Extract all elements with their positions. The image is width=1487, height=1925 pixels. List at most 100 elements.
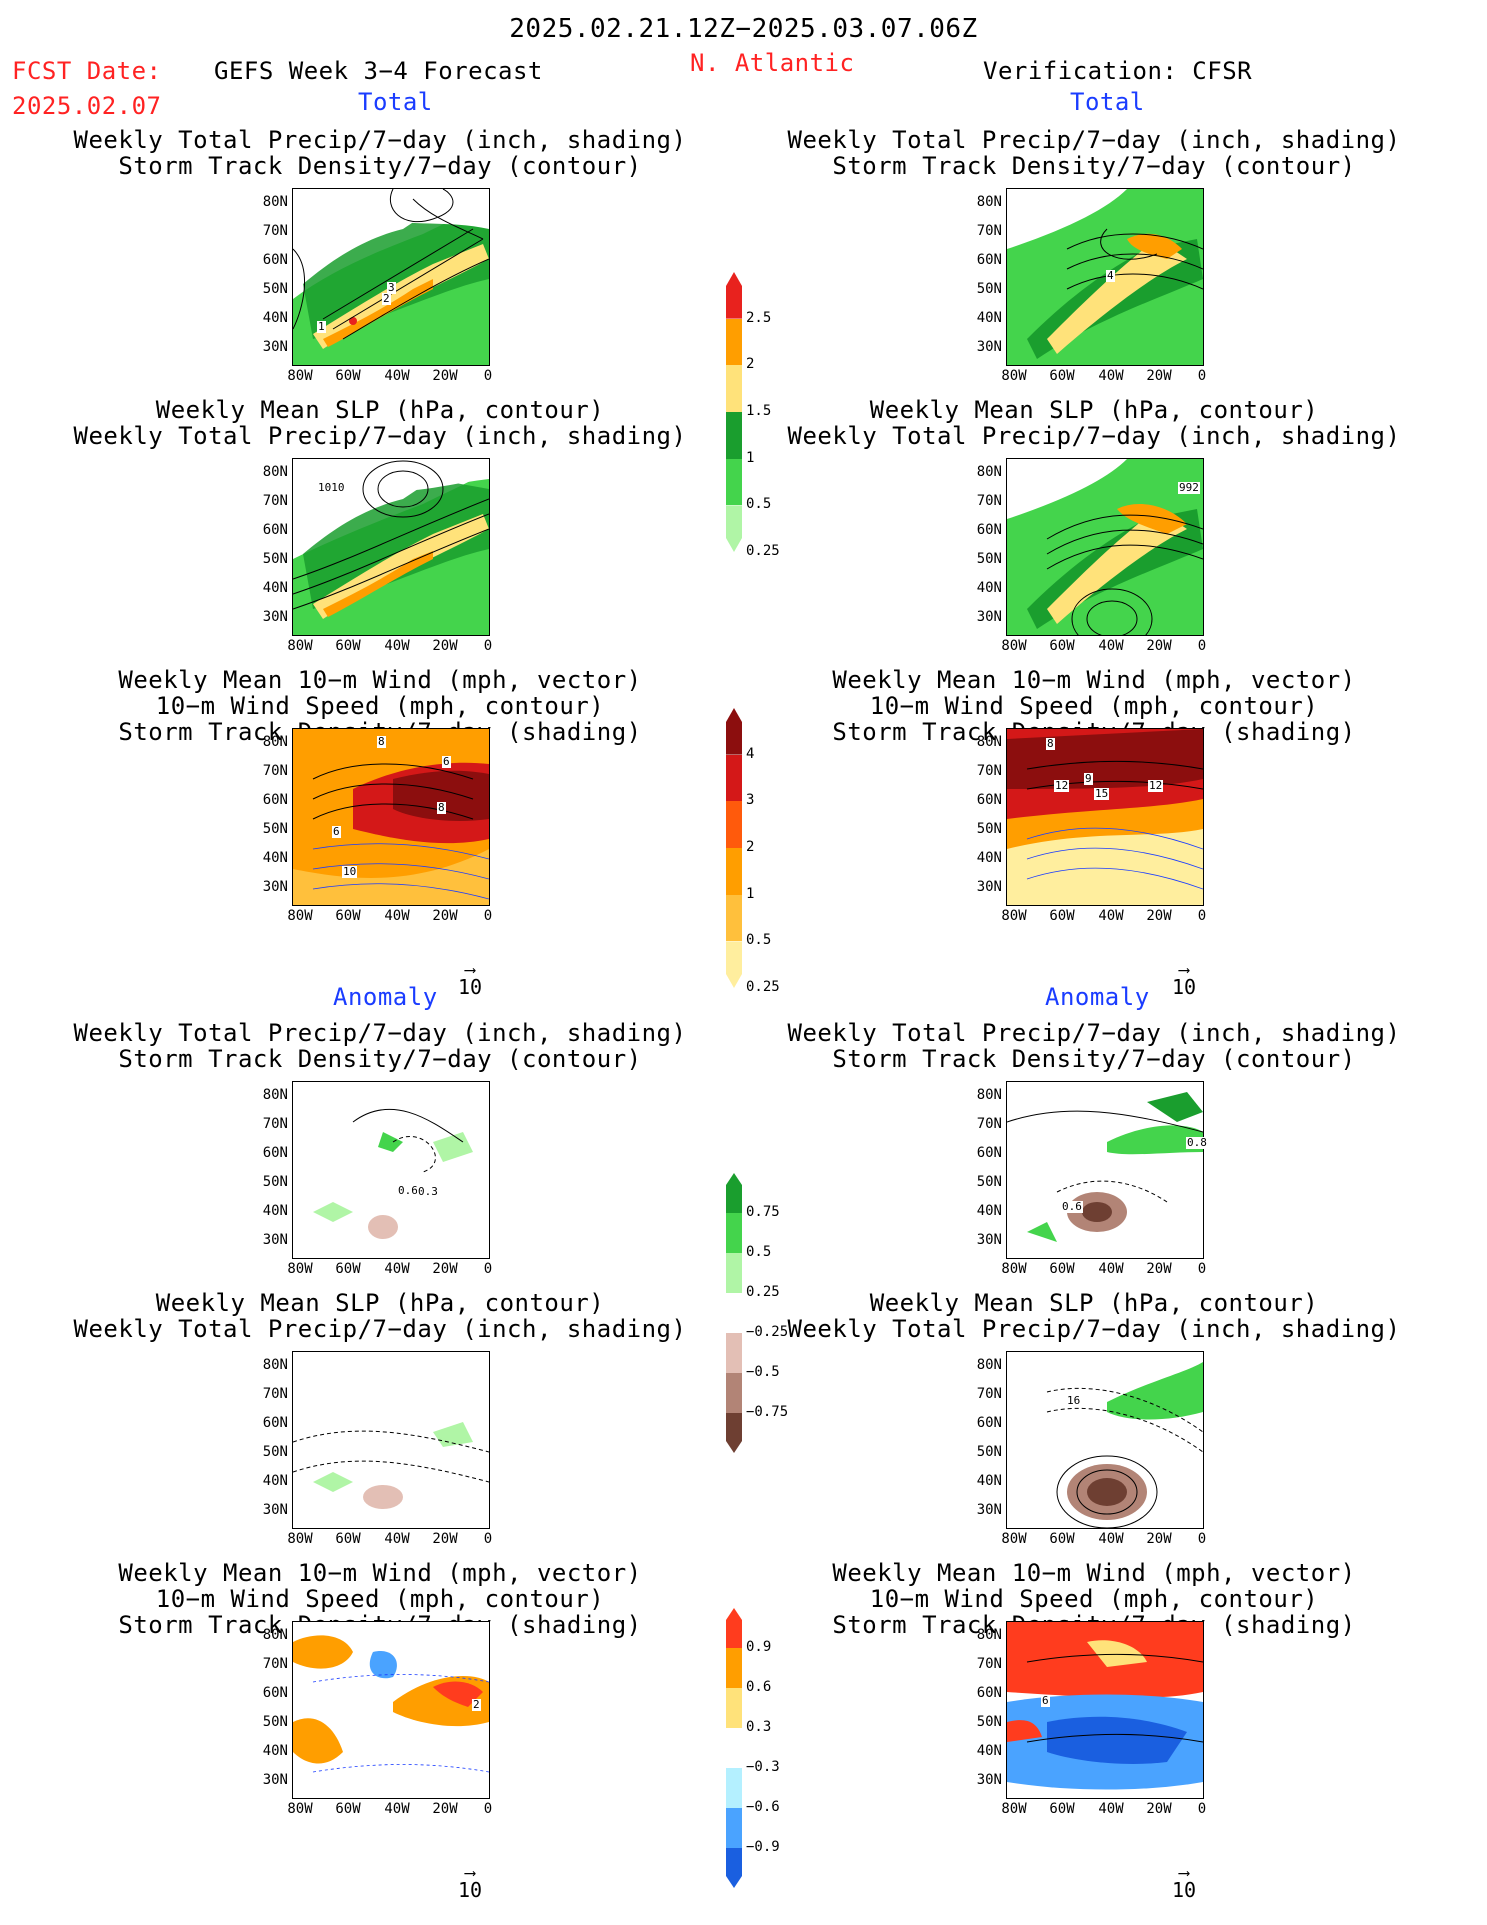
lon-tick-label: 20W xyxy=(1146,908,1172,924)
lon-tick-label: 40W xyxy=(384,1801,410,1817)
fcst-date-label: FCST Date: xyxy=(12,57,162,85)
colorbar-tick-label: −0.3 xyxy=(746,1759,780,1775)
lon-tick-label: 80W xyxy=(1001,638,1027,654)
lat-tick-label: 60N xyxy=(262,252,288,268)
contour-label: 8 xyxy=(1046,737,1055,750)
colorbar-segment xyxy=(726,708,742,755)
lat-tick-label: 80N xyxy=(262,1357,288,1373)
contour-label: 15 xyxy=(1094,787,1110,800)
lon-tick-label: 60W xyxy=(1049,1801,1075,1817)
lon-tick-label: 60W xyxy=(1049,638,1075,654)
lat-tick-label: 50N xyxy=(976,821,1002,837)
lat-tick-label: 40N xyxy=(976,1473,1002,1489)
lat-tick-label: 40N xyxy=(262,1743,288,1759)
contour-label: 3 xyxy=(387,281,396,294)
map-ob-anom-precip xyxy=(1006,1081,1204,1259)
lon-tick-label: 60W xyxy=(1049,908,1075,924)
lon-tick-label: 40W xyxy=(384,1531,410,1547)
lat-tick-label: 70N xyxy=(976,1386,1002,1402)
colorbar-tick-label: 1.5 xyxy=(746,403,772,419)
lon-tick-label: 20W xyxy=(432,1261,458,1277)
lon-tick-label: 60W xyxy=(1049,1261,1075,1277)
lat-tick-label: 30N xyxy=(976,1232,1002,1248)
product-title: GEFS Week 3−4 Forecast xyxy=(214,57,543,85)
contour-label: 10 xyxy=(342,865,358,878)
lat-tick-label: 70N xyxy=(262,223,288,239)
lat-tick-label: 30N xyxy=(976,1502,1002,1518)
lon-tick-label: 60W xyxy=(1049,1531,1075,1547)
vector-ref-ob-anom: ⟶ 10 xyxy=(1164,1865,1204,1903)
contour-label: 0.6 xyxy=(397,1184,419,1197)
contour-label: 12 xyxy=(1054,779,1070,792)
lon-tick-label: 60W xyxy=(1049,368,1075,384)
lat-tick-label: 60N xyxy=(976,522,1002,538)
vector-arrow-icon: ⟶ xyxy=(1179,960,1189,979)
lon-tick-label: 40W xyxy=(1098,1801,1124,1817)
lat-tick-label: 80N xyxy=(976,1357,1002,1373)
lat-tick-label: 30N xyxy=(262,879,288,895)
lon-tick-label: 80W xyxy=(287,908,313,924)
contour-label: 0.3 xyxy=(417,1185,439,1198)
colorbar-segment xyxy=(726,1413,742,1453)
lat-tick-label: 50N xyxy=(262,281,288,297)
colorbar-segment xyxy=(726,1688,742,1728)
lat-tick-label: 60N xyxy=(976,252,1002,268)
lon-tick-label: 0 xyxy=(1197,1261,1207,1277)
lon-tick-label: 0 xyxy=(483,908,493,924)
lat-tick-label: 30N xyxy=(976,339,1002,355)
lon-tick-label: 60W xyxy=(335,1801,361,1817)
lat-tick-label: 70N xyxy=(976,223,1002,239)
lon-tick-label: 40W xyxy=(1098,1531,1124,1547)
lat-tick-label: 30N xyxy=(262,1502,288,1518)
lon-tick-label: 60W xyxy=(335,638,361,654)
colorbar-precip-total: 2.5 2 1.5 1 0.5 0.25 xyxy=(726,272,780,559)
map-ob-total-slp xyxy=(1006,458,1204,636)
colorbar-segment xyxy=(726,412,742,459)
map-ob-anom-slp xyxy=(1006,1351,1204,1529)
map-ob-total-precip xyxy=(1006,188,1204,366)
contour-label: 9 xyxy=(1084,772,1093,785)
lon-tick-label: 80W xyxy=(1001,1531,1027,1547)
colorbar-segment xyxy=(726,1648,742,1688)
colorbar-tick-label: 2.5 xyxy=(746,309,772,326)
lat-tick-label: 80N xyxy=(976,734,1002,750)
colorbar-segment xyxy=(726,1848,742,1888)
lon-tick-label: 0 xyxy=(483,1531,493,1547)
lon-tick-label: 40W xyxy=(1098,908,1124,924)
map-fc-total-precip xyxy=(292,188,490,366)
contour-label: 8 xyxy=(437,801,446,814)
map-fc-anom-wind xyxy=(292,1621,490,1799)
colorbar-segment xyxy=(726,1293,742,1333)
lon-tick-label: 20W xyxy=(1146,638,1172,654)
colorbar-tick-label: 0.3 xyxy=(746,1719,772,1735)
title-ob-anom-precip: Weekly Total Precip/7−day (inch, shading… xyxy=(787,1019,1401,1073)
vector-arrow-icon: ⟶ xyxy=(465,1863,475,1882)
lat-tick-label: 50N xyxy=(262,1174,288,1190)
colorbar-tick-label: 2 xyxy=(746,356,755,373)
colorbar-segment xyxy=(726,801,742,848)
colorbar-segment xyxy=(726,1253,742,1293)
lat-tick-label: 30N xyxy=(262,1772,288,1788)
lon-tick-label: 40W xyxy=(1098,638,1124,654)
lon-tick-label: 40W xyxy=(384,908,410,924)
lat-tick-label: 50N xyxy=(976,281,1002,297)
colorbar-tick-label: 1 xyxy=(746,885,755,902)
colorbar-segment xyxy=(726,505,742,552)
colorbar-tick-label: 4 xyxy=(746,745,755,762)
contour-label: 0.8 xyxy=(1186,1136,1208,1149)
contour-label: 6 xyxy=(1041,1694,1050,1707)
lon-tick-label: 0 xyxy=(1197,638,1207,654)
lon-tick-label: 0 xyxy=(483,368,493,384)
section-total-verification: Total xyxy=(1070,88,1145,116)
lon-tick-label: 20W xyxy=(432,1801,458,1817)
lat-tick-label: 70N xyxy=(262,1116,288,1132)
lon-tick-label: 0 xyxy=(1197,1531,1207,1547)
lat-tick-label: 80N xyxy=(262,1087,288,1103)
colorbar-segment xyxy=(726,1213,742,1253)
contour-label: 8 xyxy=(377,735,386,748)
colorbar-tick-label: 1 xyxy=(746,449,755,466)
colorbar-tick-label: 0.25 xyxy=(746,543,780,559)
lat-tick-label: 70N xyxy=(976,493,1002,509)
lat-tick-label: 40N xyxy=(262,850,288,866)
lon-tick-label: 60W xyxy=(335,1261,361,1277)
